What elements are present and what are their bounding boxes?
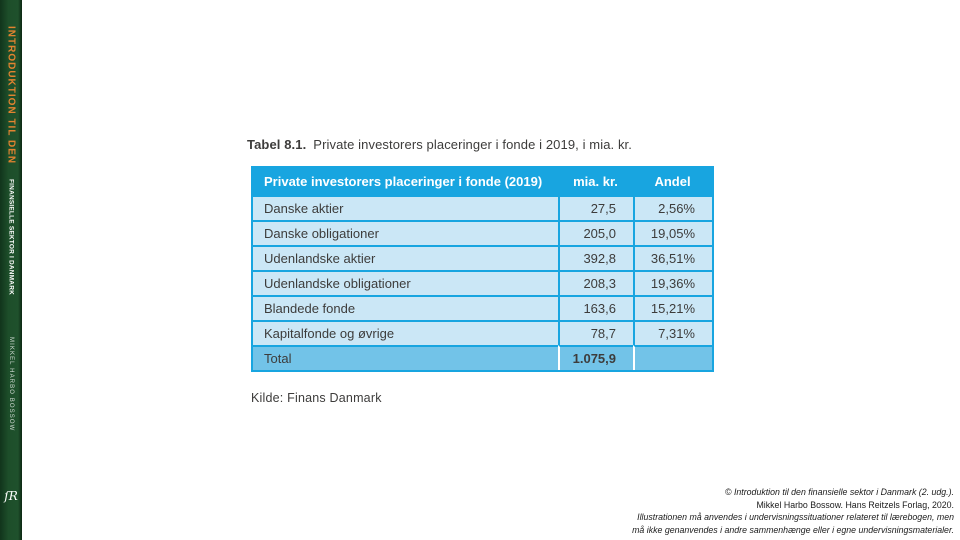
row-share: 19,05%	[633, 220, 712, 245]
total-label: Total	[253, 345, 558, 370]
row-amount: 208,3	[558, 270, 633, 295]
row-share: 2,56%	[633, 195, 712, 220]
book-spine-sidebar: INTRODUKTION TIL DEN FINANSIELLE SEKTOR …	[0, 0, 22, 540]
table-total-row: Total 1.075,9	[253, 345, 712, 370]
row-label: Danske obligationer	[253, 220, 558, 245]
footer-line-4: må ikke genanvendes i andre sammenhænge …	[632, 525, 954, 536]
row-amount: 392,8	[558, 245, 633, 270]
header-amount: mia. kr.	[558, 168, 633, 195]
table-row: Danske aktier 27,5 2,56%	[253, 195, 712, 220]
footer-line-2: Mikkel Harbo Bossow. Hans Reitzels Forla…	[756, 499, 954, 510]
source-note: Kilde: Finans Danmark	[251, 391, 382, 405]
row-label: Danske aktier	[253, 195, 558, 220]
header-name: Private investorers placeringer i fonde …	[253, 168, 558, 195]
row-label: Udenlandske obligationer	[253, 270, 558, 295]
fund-placements-table: Private investorers placeringer i fonde …	[251, 166, 714, 372]
table-row: Blandede fonde 163,6 15,21%	[253, 295, 712, 320]
row-amount: 78,7	[558, 320, 633, 345]
row-amount: 205,0	[558, 220, 633, 245]
row-label: Blandede fonde	[253, 295, 558, 320]
footer-line-1: © Introduktion til den finansielle sekto…	[725, 487, 954, 497]
table-row: Kapitalfonde og øvrige 78,7 7,31%	[253, 320, 712, 345]
header-share: Andel	[633, 168, 712, 195]
row-share: 36,51%	[633, 245, 712, 270]
row-amount: 27,5	[558, 195, 633, 220]
table-header-row: Private investorers placeringer i fonde …	[253, 168, 712, 195]
table-row: Udenlandske aktier 392,8 36,51%	[253, 245, 712, 270]
table-row: Danske obligationer 205,0 19,05%	[253, 220, 712, 245]
spine-author: MIKKEL HARBO BOSSOW	[8, 337, 14, 432]
spine-title-rest: FINANSIELLE SEKTOR I DANMARK	[7, 179, 15, 295]
row-share: 19,36%	[633, 270, 712, 295]
copyright-footer: © Introduktion til den finansielle sekto…	[534, 486, 954, 537]
row-label: Kapitalfonde og øvrige	[253, 320, 558, 345]
total-share	[633, 345, 712, 370]
table-caption-text: Private investorers placeringer i fonde …	[313, 137, 632, 152]
table-row: Udenlandske obligationer 208,3 19,36%	[253, 270, 712, 295]
spine-title-accent: INTRODUKTION TIL DEN	[5, 26, 17, 165]
row-share: 7,31%	[633, 320, 712, 345]
table-caption-label: Tabel 8.1.	[247, 137, 307, 152]
row-label: Udenlandske aktier	[253, 245, 558, 270]
row-share: 15,21%	[633, 295, 712, 320]
publisher-logo-icon: ſR	[4, 489, 18, 503]
footer-line-3: Illustrationen må anvendes i undervisnin…	[637, 512, 954, 523]
total-amount: 1.075,9	[558, 345, 633, 370]
table-caption: Tabel 8.1. Private investorers placeringe…	[247, 137, 632, 152]
row-amount: 163,6	[558, 295, 633, 320]
